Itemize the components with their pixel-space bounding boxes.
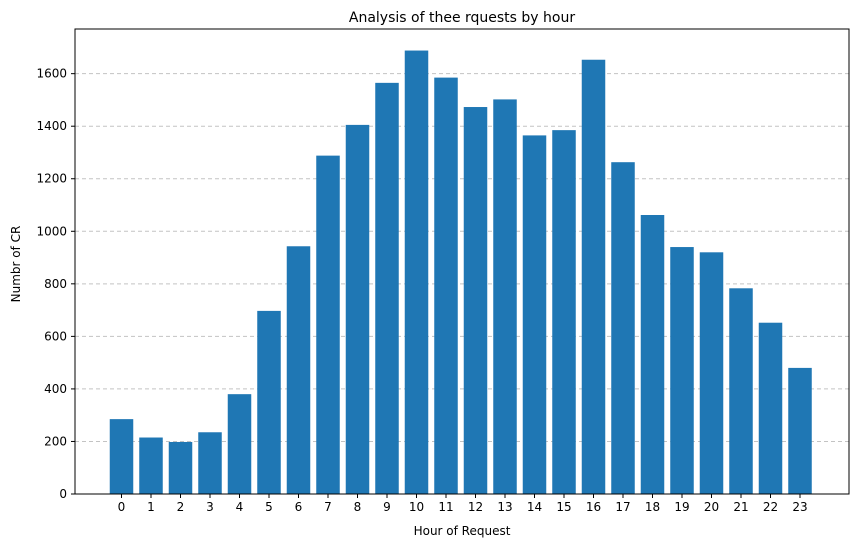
y-axis-label: Numbr of CR: [9, 226, 23, 303]
x-axis-label: Hour of Request: [414, 524, 511, 538]
bars: [109, 50, 812, 495]
y-tick-label: 600: [44, 329, 67, 343]
bar-hour-17: [611, 162, 635, 494]
y-tick-label: 0: [59, 487, 67, 501]
bar-hour-15: [552, 130, 576, 494]
y-tick-label: 200: [44, 434, 67, 448]
grid-lines: [75, 73, 849, 442]
x-tick-label: 0: [118, 500, 126, 514]
bar-hour-13: [493, 99, 517, 495]
x-tick-label: 9: [383, 500, 391, 514]
bar-hour-3: [198, 432, 222, 494]
x-tick-label: 20: [704, 500, 719, 514]
bar-hour-2: [168, 441, 193, 494]
x-axis-ticks: 0 1 2 3 4 5 6 7 8 9 10 11 12 13 14 15 16 17 18 19 20 21 22 23: [118, 494, 808, 514]
bar-hour-14: [522, 135, 547, 494]
y-tick-label: 1600: [36, 67, 67, 81]
bar-hour-11: [434, 77, 458, 495]
x-tick-label: 23: [792, 500, 807, 514]
x-tick-label: 5: [265, 500, 273, 514]
x-tick-label: 19: [674, 500, 689, 514]
bar-hour-9: [375, 82, 399, 495]
bar-hour-0: [109, 419, 134, 494]
bar-hour-8: [345, 124, 370, 494]
x-tick-label: 22: [763, 500, 778, 514]
x-tick-label: 18: [645, 500, 660, 514]
plot-frame: [74, 28, 850, 495]
x-tick-label: 11: [438, 500, 453, 514]
x-tick-label: 16: [586, 500, 601, 514]
x-tick-label: 6: [295, 500, 303, 514]
bar-hour-12: [463, 107, 488, 494]
chart-title: Analysis of thee rquests by hour: [349, 10, 575, 26]
bar-hour-20: [699, 252, 724, 494]
bar-hour-18: [640, 215, 665, 494]
y-tick-label: 1000: [36, 224, 67, 238]
x-tick-label: 15: [556, 500, 571, 514]
x-tick-label: 14: [527, 500, 542, 514]
y-tick-label: 400: [44, 382, 67, 396]
bar-hour-7: [316, 155, 340, 494]
bar-hour-4: [227, 394, 252, 494]
x-tick-label: 8: [354, 500, 362, 514]
y-tick-label: 1400: [36, 119, 67, 133]
y-tick-label: 800: [44, 277, 67, 291]
y-tick-label: 1200: [36, 172, 67, 186]
x-tick-label: 7: [324, 500, 332, 514]
bar-hour-1: [139, 437, 163, 494]
bar-hour-21: [729, 288, 753, 494]
bar-hour-19: [670, 247, 694, 494]
x-tick-label: 17: [615, 500, 630, 514]
bar-hour-6: [286, 246, 311, 494]
x-tick-label: 10: [409, 500, 424, 514]
x-tick-label: 13: [497, 500, 512, 514]
x-tick-label: 12: [468, 500, 483, 514]
bar-hour-5: [257, 310, 281, 494]
y-axis-ticks: 0 200 400 600 800 1000 1200 1400 1600: [36, 67, 75, 501]
bar-hour-22: [758, 322, 783, 494]
bar-hour-23: [788, 367, 812, 494]
bar-hour-10: [404, 50, 429, 495]
x-tick-label: 21: [733, 500, 748, 514]
bar-hour-16: [581, 59, 606, 494]
x-tick-label: 4: [236, 500, 244, 514]
x-tick-label: 3: [206, 500, 214, 514]
x-tick-label: 1: [147, 500, 155, 514]
x-tick-label: 2: [177, 500, 185, 514]
